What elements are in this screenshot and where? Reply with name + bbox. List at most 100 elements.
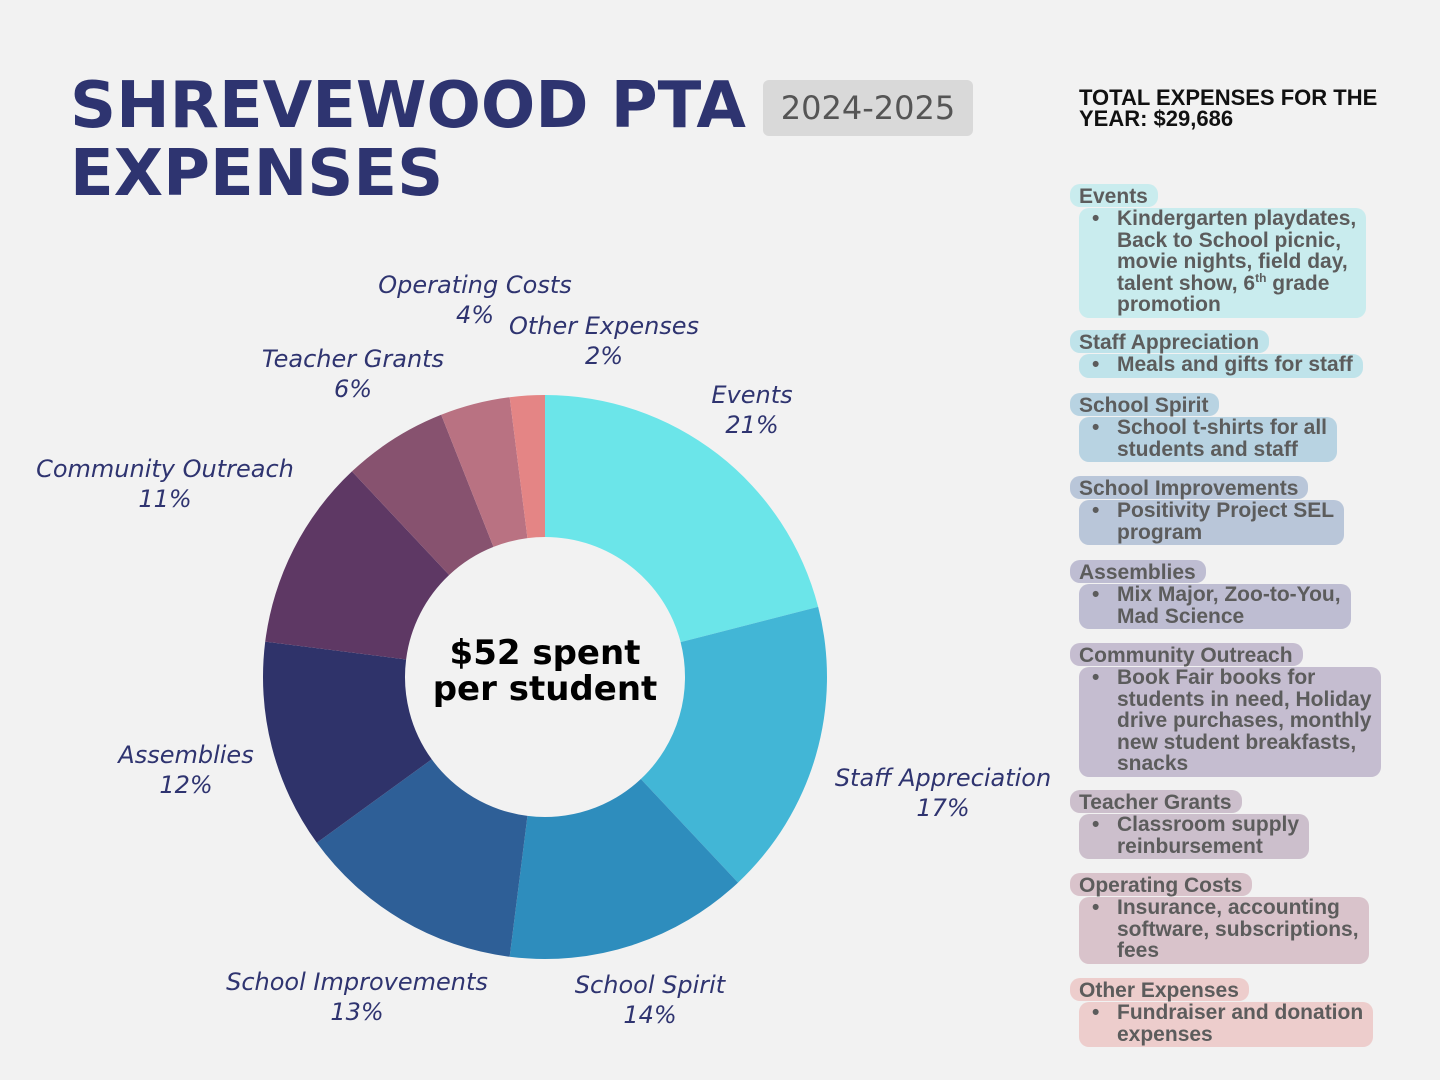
center-label: $52 spent per student [405,635,685,707]
slice-label-value: 4% [455,301,495,329]
legend-item-description: • Book Fair books for students in need, Ho… [1079,666,1382,777]
bullet-icon: • [1092,1001,1100,1024]
title-line-2: EXPENSES [70,137,444,211]
legend-item-line: movie nights, field day, [1117,250,1348,273]
legend-item-line: School t-shirts for all [1117,416,1328,439]
legend-item-line: Mad Science [1117,604,1245,628]
slice-label-value: 12% [159,771,213,799]
slice-school-improvements [316,759,528,957]
legend-item-line: drive purchases, monthly [1117,709,1372,732]
slice-label: Operating Costs 4% [378,270,571,330]
slice-label-name: Events [711,381,793,409]
slice-label-name: School Improvements [226,968,488,996]
legend-item-description: • Insurance, accounting software, subscrip… [1079,897,1369,964]
bullet-icon: • [1092,666,1100,689]
center-line-2: per student [432,669,658,709]
bullet-icon: • [1092,896,1100,919]
legend-item: Events • Kindergarten playdates, Back to Sc… [1070,184,1367,318]
slice-label-name: School Spirit [574,971,726,999]
legend-item-line: Classroom supply [1117,813,1300,836]
legend-item-line: expenses [1117,1022,1213,1046]
slice-label-value: 17% [916,794,970,822]
legend-item-title: School Improvements [1070,476,1309,499]
legend-item-title: Events [1070,184,1158,207]
slice-community-outreach [265,471,450,660]
legend-item-title: Community Outreach [1070,643,1303,666]
slice-label: Staff Appreciation 17% [835,763,1051,823]
legend-item-line: Kindergarten playdates, [1117,207,1357,230]
slice-label: Other Expenses 2% [509,311,699,371]
legend-item-line: software, subscriptions, [1117,917,1359,941]
center-line-1: $52 spent [449,633,641,673]
bullet-icon: • [1092,813,1100,836]
legend-item-title: Teacher Grants [1070,790,1242,813]
slice-label: School Spirit 14% [575,970,725,1030]
slice-label-value: 2% [584,342,624,370]
slice-school-spirit [509,779,739,960]
legend-item-title: Staff Appreciation [1070,330,1270,353]
slice-label: Community Outreach 11% [36,454,294,514]
legend-item: Other Expenses • Fundraiser and donation ex… [1070,978,1374,1047]
legend-item-title: School Spirit [1070,393,1219,416]
slice-label: Assemblies 12% [118,740,253,800]
title-line-1: SHREVEWOOD PTA [70,69,746,143]
legend-item-description: • Kindergarten playdates, Back to School p… [1079,207,1367,318]
bullet-icon: • [1092,499,1100,522]
legend-item-line: promotion [1117,293,1221,316]
slice-label-value: 6% [333,375,373,403]
donut-chart [263,395,827,960]
legend-item-line: Insurance, accounting [1117,896,1340,919]
legend-item-line: Mix Major, Zoo-to-You, [1117,583,1341,606]
slice-label-name: Teacher Grants [261,345,445,373]
legend-item-line: fees [1117,939,1160,962]
bullet-icon: • [1092,416,1100,439]
slice-label-value: 13% [330,998,384,1026]
legend-item-line: Fundraiser and donation [1117,1001,1364,1024]
legend-item-line: Back to School picnic, [1117,228,1342,252]
slice-other-expenses [509,395,545,539]
slice-label-name: Operating Costs [378,271,572,299]
legend-item-line: reinbursement [1117,834,1263,858]
legend-item-line: students in need, Holiday [1117,687,1372,711]
legend-item-description: • Positivity Project SEL program [1079,499,1345,545]
slice-label-value: 14% [623,1001,677,1029]
legend-item-title: Assemblies [1070,560,1206,583]
year-badge: 2024-2025 [763,80,973,136]
bullet-icon: • [1092,583,1100,606]
legend-item-line: talent show, 6th grade [1117,270,1330,295]
page-title: SHREVEWOOD PTA EXPENSES [70,72,746,208]
slice-label-value: 11% [138,485,192,513]
legend-item-title: Other Expenses [1070,978,1249,1001]
legend-item: Community Outreach • Book Fair books for st… [1070,643,1382,777]
total-expenses: TOTAL EXPENSES FOR THE YEAR: $29,686 [1079,85,1419,131]
legend-item-line: students and staff [1117,437,1298,461]
legend-item: School Spirit • School t-shirts for all stu… [1070,393,1338,462]
slice-assemblies [263,641,432,843]
slice-label-name: Assemblies [118,741,254,769]
legend-item-line: Positivity Project SEL [1117,499,1335,522]
slice-label: Events 21% [711,380,792,440]
slice-label-name: Other Expenses [508,312,700,340]
legend-item-description: • Mix Major, Zoo-to-You, Mad Science [1079,584,1351,629]
slice-label-name: Community Outreach [36,455,294,483]
slice-label: School Improvements 13% [226,967,488,1027]
total-line-1: TOTAL EXPENSES FOR THE [1079,85,1378,110]
legend-item: Operating Costs • Insurance, accounting sof… [1070,873,1369,964]
legend-item: Teacher Grants • Classroom supply reinburse… [1070,790,1310,859]
legend-item-description: • Classroom supply reinbursement [1079,813,1310,859]
legend-item: School Improvements • Positivity Project S… [1070,476,1345,545]
slice-operating-costs [441,397,528,547]
legend-item-line: new student breakfasts, [1117,730,1357,754]
slice-label-value: 21% [725,411,779,439]
legend-item-description: • Fundraiser and donation expenses [1079,1001,1374,1047]
slice-teacher-grants [351,414,494,575]
legend-item: Staff Appreciation • Meals and gifts for s… [1070,330,1363,378]
bullet-icon: • [1092,353,1100,376]
legend-item-description: • School t-shirts for all students and sta… [1079,416,1338,462]
slice-label-name: Staff Appreciation [834,764,1052,792]
slice-events [545,395,819,643]
total-line-2: YEAR: $29,686 [1079,106,1234,131]
legend-item-line: Book Fair books for [1117,666,1316,689]
legend-item-line: Meals and gifts for staff [1117,353,1353,376]
legend-item-title: Operating Costs [1070,873,1253,896]
